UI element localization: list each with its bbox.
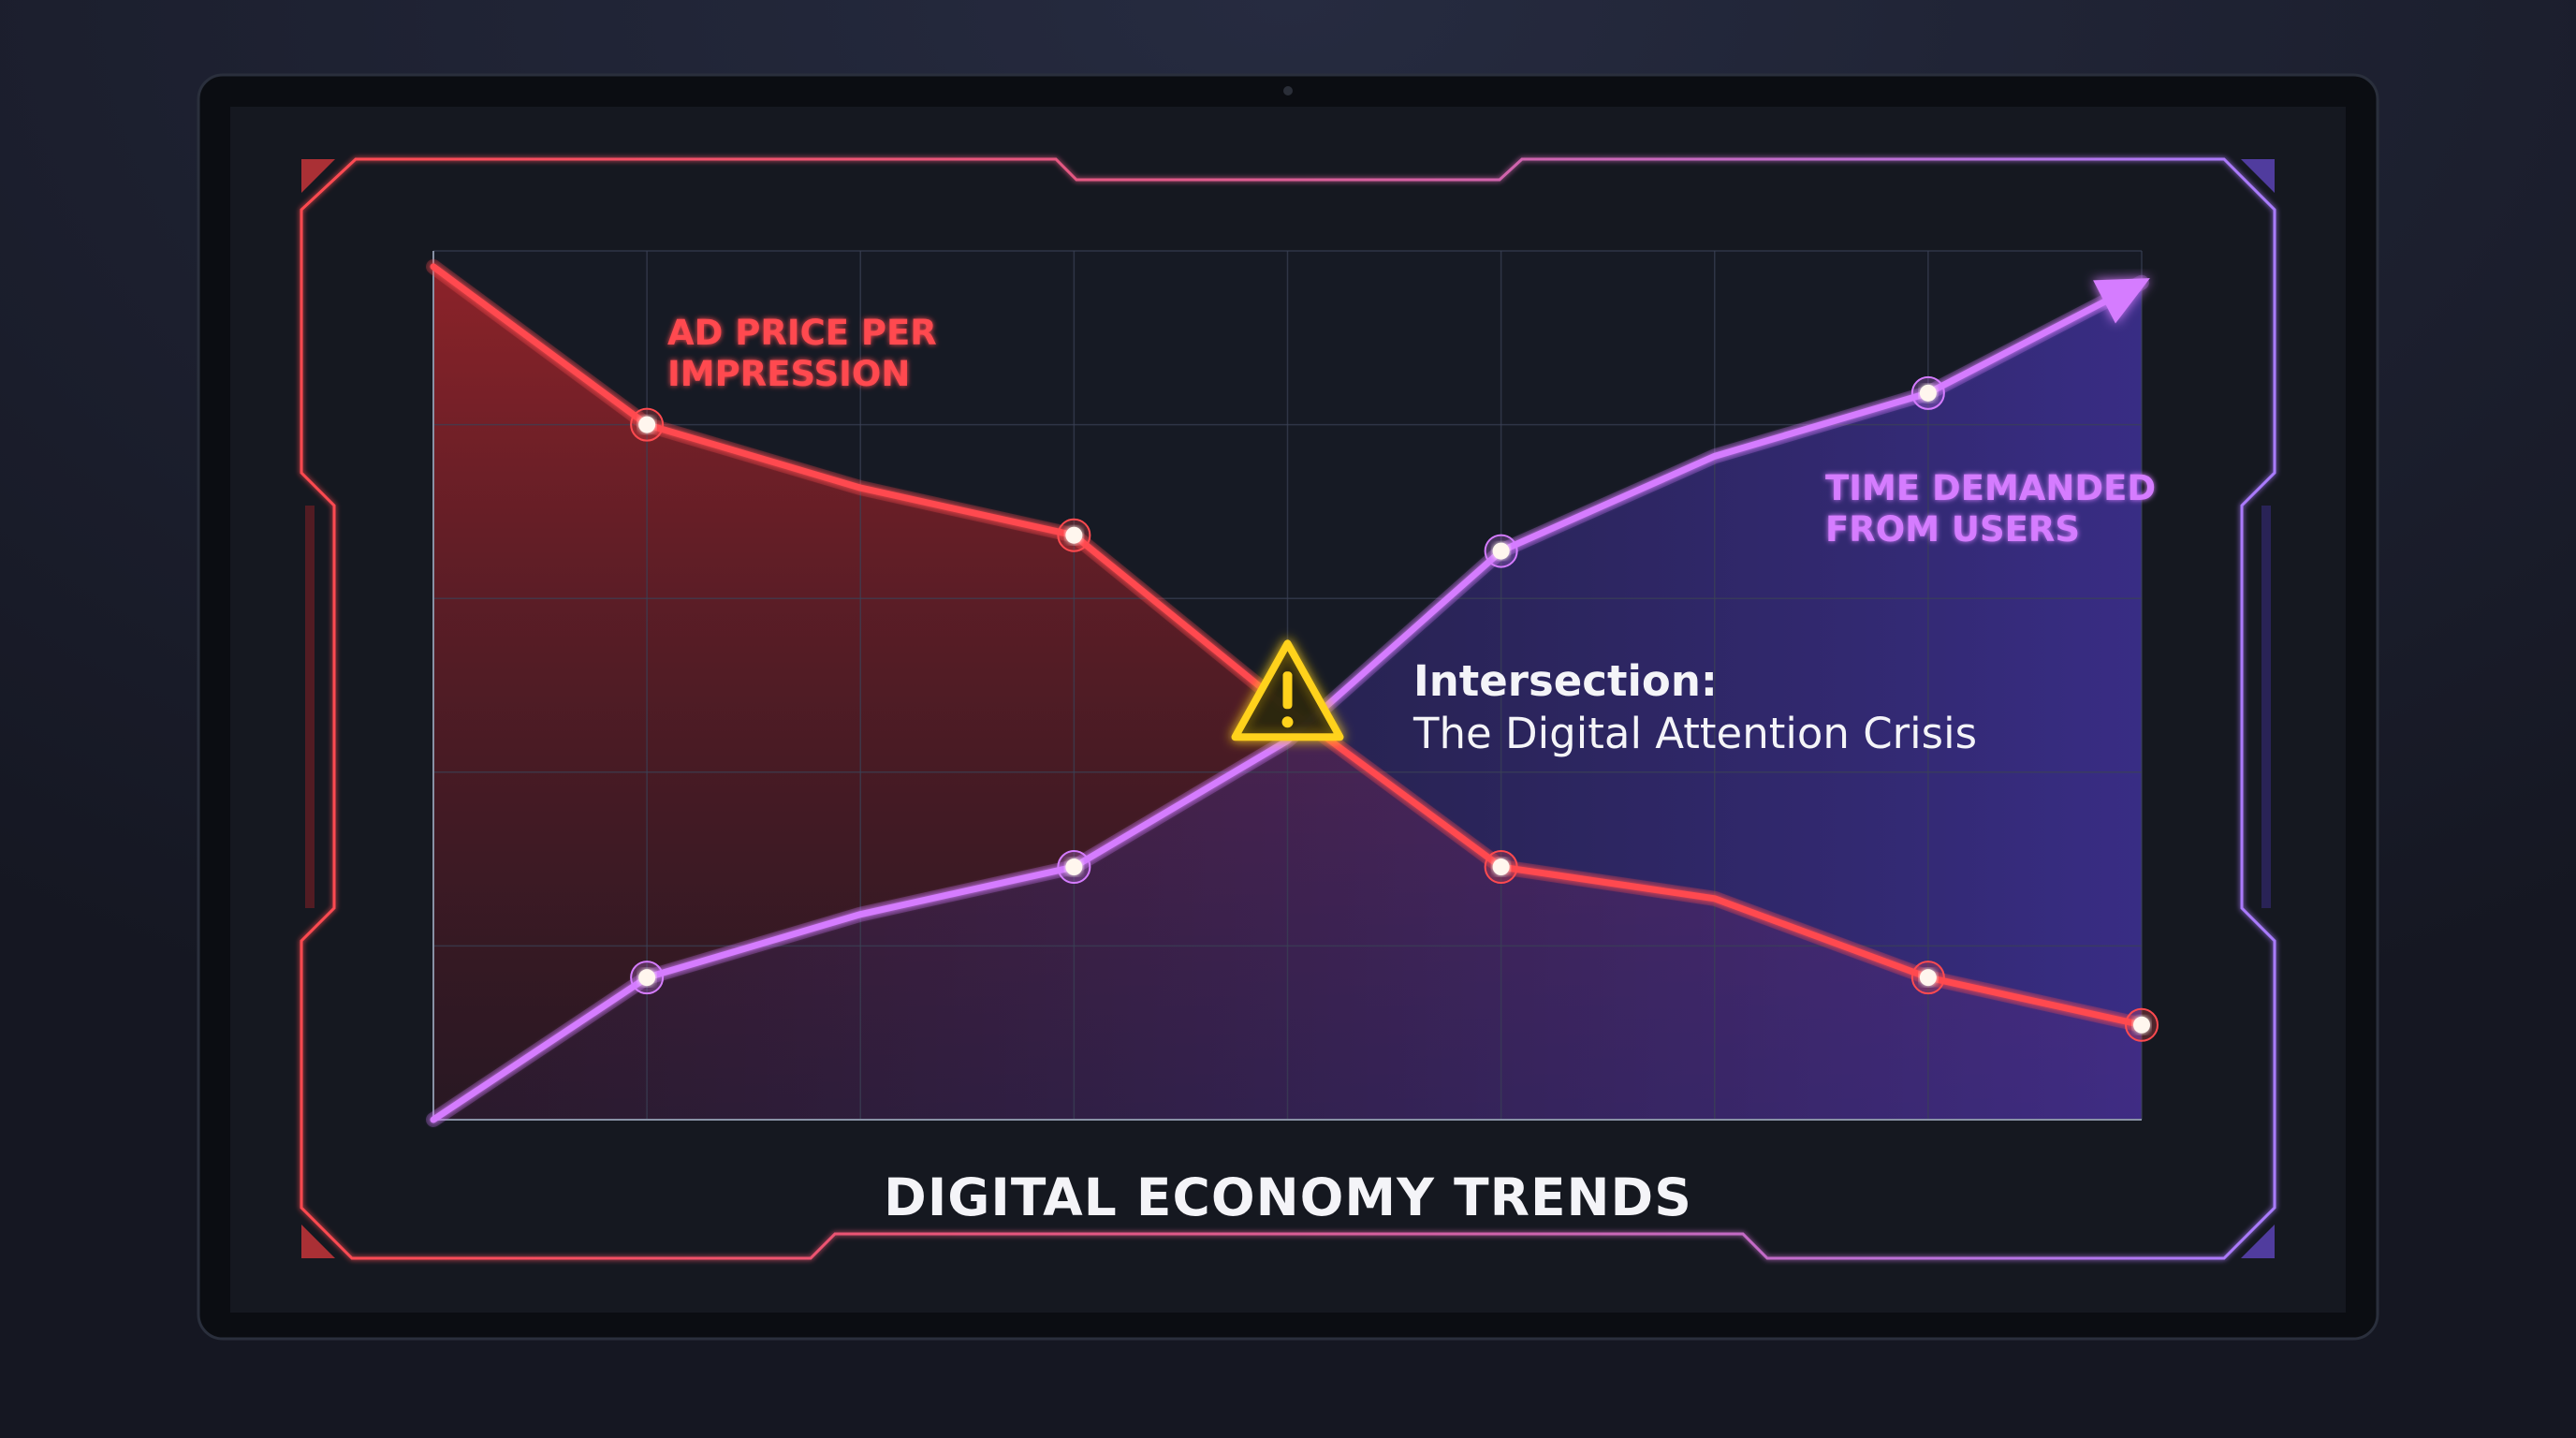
ad-price-per-impression-marker bbox=[638, 416, 656, 433]
ad-price-per-impression-marker bbox=[2133, 1016, 2150, 1034]
warning-exclamation-bar bbox=[1282, 671, 1293, 710]
ad-price-per-impression-label: AD PRICE PER IMPRESSION bbox=[667, 313, 937, 394]
intersection-annotation: Intersection:The Digital Attention Crisi… bbox=[1231, 639, 1977, 758]
ad-price-per-impression-marker bbox=[1492, 858, 1510, 876]
series-markers bbox=[630, 375, 2159, 1042]
time-demanded-from-users-marker bbox=[1919, 384, 1937, 402]
time-demanded-from-users-marker bbox=[638, 969, 656, 987]
arrowhead-icon bbox=[2093, 278, 2150, 324]
series-labels: AD PRICE PER IMPRESSION TIME DEMANDED FROM … bbox=[667, 313, 2156, 550]
camera-dot bbox=[1283, 86, 1293, 95]
hud-frame-corners bbox=[301, 159, 2275, 1258]
time-demanded-from-users-marker bbox=[1492, 542, 1510, 560]
ad-price-per-impression-marker bbox=[1919, 969, 1937, 987]
time-demanded-from-users-marker bbox=[1065, 858, 1083, 876]
warning-exclamation-dot bbox=[1281, 716, 1294, 728]
chart-title: DIGITAL ECONOMY TRENDS bbox=[884, 1167, 1692, 1227]
time-demanded-from-users-label-line: FROM USERS bbox=[1825, 509, 2080, 550]
hud-frame bbox=[300, 157, 2276, 1260]
time-demanded-from-users-label: TIME DEMANDED FROM USERS bbox=[1825, 468, 2156, 550]
ad-price-per-impression-marker bbox=[1065, 526, 1083, 544]
annotation-title: Intersection: bbox=[1413, 656, 1718, 706]
annotation-text: The Digital Attention Crisis bbox=[1412, 709, 1977, 758]
ad-price-per-impression-label-line: IMPRESSION bbox=[667, 354, 910, 394]
warning-triangle-icon bbox=[1231, 639, 1344, 741]
time-demanded-from-users-label-line: TIME DEMANDED bbox=[1825, 468, 2156, 508]
ad-price-per-impression-label-line: AD PRICE PER bbox=[667, 313, 937, 353]
